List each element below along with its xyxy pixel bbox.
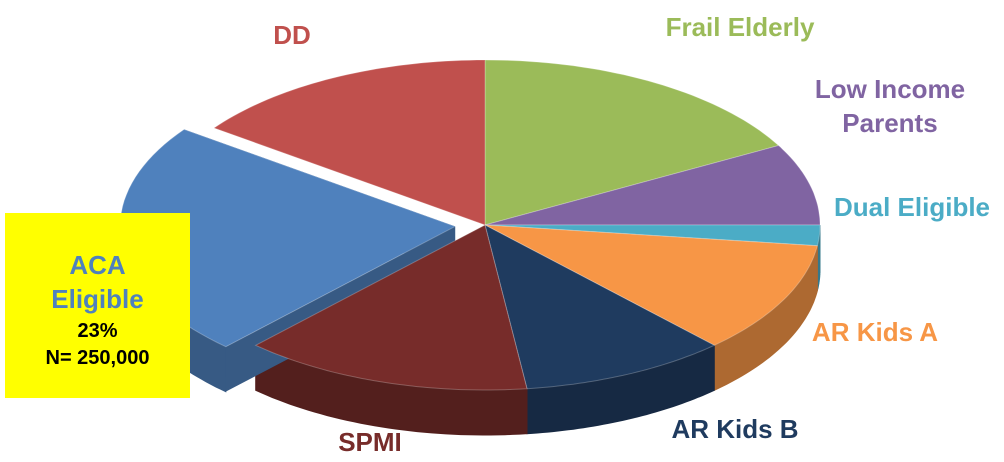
label-ar-kids-b: AR Kids B bbox=[671, 414, 799, 444]
slice-side bbox=[255, 344, 528, 436]
label-ar-kids-a: AR Kids A bbox=[811, 317, 939, 347]
label-spmi: SPMI bbox=[338, 427, 402, 457]
value-label: 23% bbox=[77, 320, 118, 342]
slice bbox=[254, 224, 528, 391]
label-dual: Dual Eligible bbox=[833, 192, 991, 222]
slice bbox=[212, 59, 486, 226]
slice bbox=[484, 224, 821, 247]
annotation: N= 250,000 bbox=[45, 347, 150, 369]
label-aca: ACA Eligible bbox=[51, 250, 144, 314]
slice bbox=[484, 59, 780, 226]
label-low-income: Low Income Parents bbox=[814, 74, 966, 138]
label-dd: DD bbox=[273, 20, 311, 50]
slice bbox=[484, 144, 821, 226]
label-frail: Frail Elderly bbox=[665, 12, 815, 42]
callout-box: ACA Eligible 23% N= 250,000 bbox=[5, 213, 190, 398]
slice bbox=[484, 224, 716, 390]
slice bbox=[484, 224, 819, 346]
